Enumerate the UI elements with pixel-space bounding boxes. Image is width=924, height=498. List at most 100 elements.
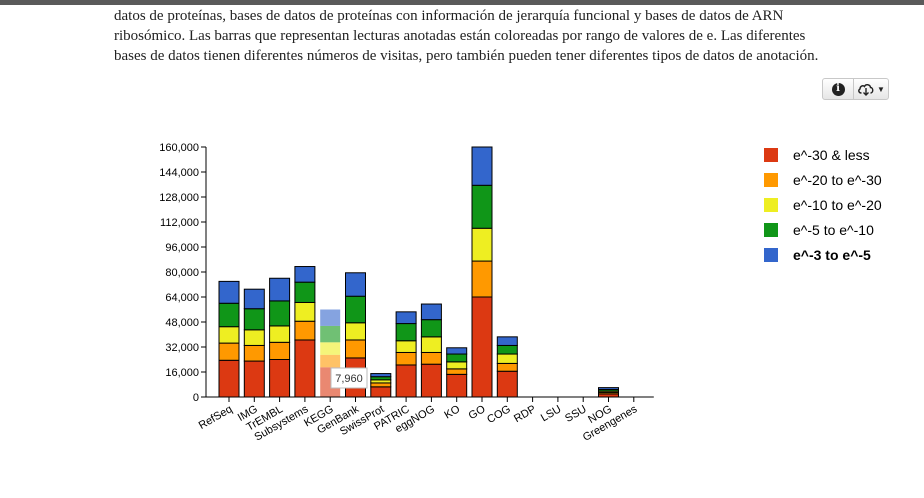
bar-segment-go-e-10-to-e-20[interactable]	[471, 227, 493, 262]
bar-segment-subsystems-e-5-to-e-10[interactable]	[294, 281, 316, 303]
bar-segment-trembl-e-30-less[interactable]	[269, 359, 291, 398]
tooltip: 7,960	[330, 367, 368, 389]
bar-segment-go-e-5-to-e-10[interactable]	[471, 184, 493, 229]
bar-group-subsystems[interactable]	[294, 266, 316, 398]
bar-segment-subsystems-e-10-to-e-20[interactable]	[294, 301, 316, 322]
bar-segment-genbank-e-5-to-e-10[interactable]	[345, 295, 366, 324]
bar-segment-ko-e-10-to-e-20[interactable]	[446, 361, 468, 370]
bar-segment-img-e-20-to-e-30[interactable]	[243, 344, 265, 362]
bar-segment-genbank-e-20-to-e-30[interactable]	[345, 339, 366, 359]
bar-group-swissprot[interactable]	[370, 373, 392, 398]
info-icon: i	[831, 82, 845, 96]
description-line-1: datos de proteínas, bases de datos de pr…	[114, 8, 784, 24]
bar-segment-img-e-3-to-e-5[interactable]	[243, 288, 265, 310]
legend-item-e-10-to-e-20[interactable]: e^-10 to e^-20	[764, 197, 882, 213]
x-tick-label-ko: KO	[442, 403, 462, 422]
bar-group-eggnog[interactable]	[420, 303, 442, 398]
bar-segment-kegg-e-10-to-e-20[interactable]	[320, 342, 341, 355]
legend-label: e^-3 to e^-5	[793, 247, 871, 263]
bar-segment-go-e-3-to-e-5[interactable]	[471, 146, 493, 186]
bar-segment-go-e-30-less[interactable]	[471, 296, 493, 398]
bar-group-go[interactable]	[471, 146, 493, 398]
bar-segment-ko-e-20-to-e-30[interactable]	[446, 368, 468, 375]
bar-group-refseq[interactable]	[218, 280, 240, 398]
description-text: datos de proteínas, bases de datos de pr…	[114, 6, 890, 66]
bar-segment-kegg-e-20-to-e-30[interactable]	[320, 354, 341, 368]
bar-segment-cog-e-5-to-e-10[interactable]	[496, 344, 518, 355]
y-tick-label: 0	[193, 392, 199, 404]
download-button[interactable]: ▼	[853, 79, 888, 99]
bar-segment-patric-e-5-to-e-10[interactable]	[395, 323, 417, 342]
bar-segment-cog-e-10-to-e-20[interactable]	[496, 353, 518, 364]
top-divider	[0, 0, 924, 5]
bar-segment-kegg-e-5-to-e-10[interactable]	[320, 325, 341, 343]
bar-group-ko[interactable]	[446, 347, 468, 398]
bar-segment-cog-e-20-to-e-30[interactable]	[496, 362, 518, 372]
bar-segment-ko-e-5-to-e-10[interactable]	[446, 353, 468, 363]
bar-segment-swissprot-e-20-to-e-30[interactable]	[370, 382, 392, 388]
bar-segment-trembl-e-3-to-e-5[interactable]	[269, 277, 291, 302]
x-axis: RefSeq IMGTrEMBLSubsystemsKEGGGenBankSwis…	[197, 396, 654, 444]
bar-segment-refseq-e-30-less[interactable]	[218, 359, 240, 398]
bar-segment-subsystems-e-20-to-e-30[interactable]	[294, 320, 316, 341]
legend-item-e-20-to-e-30[interactable]: e^-20 to e^-30	[764, 172, 882, 188]
bar-segment-img-e-10-to-e-20[interactable]	[243, 329, 265, 346]
bar-segment-nog-e-3-to-e-5[interactable]	[598, 387, 619, 390]
bar-segment-genbank-e-10-to-e-20[interactable]	[345, 322, 366, 341]
bar-segment-trembl-e-10-to-e-20[interactable]	[269, 325, 291, 343]
bar-segment-kegg-e-3-to-e-5[interactable]	[320, 309, 341, 326]
bar-segment-trembl-e-20-to-e-30[interactable]	[269, 341, 291, 360]
y-tick-label: 96,000	[165, 242, 199, 254]
bar-segment-refseq-e-3-to-e-5[interactable]	[218, 280, 240, 304]
stacked-bar-chart: 0 16,000 32,000 48,000 64,000 80,000 96,000 112…	[159, 142, 882, 444]
bar-group-cog[interactable]	[496, 336, 518, 398]
bar-segment-swissprot-e-3-to-e-5[interactable]	[370, 373, 392, 378]
tooltip-box	[330, 367, 368, 389]
bar-segment-subsystems-e-30-less[interactable]	[294, 339, 316, 398]
bar-group-trembl[interactable]	[269, 277, 291, 398]
bar-segment-eggnog-e-5-to-e-10[interactable]	[420, 319, 442, 338]
bar-segment-swissprot-e-30-less[interactable]	[370, 386, 392, 398]
y-tick-label: 48,000	[165, 317, 199, 329]
cloud-download-icon	[858, 84, 874, 96]
bar-group-patric[interactable]	[395, 311, 417, 398]
bar-group-img[interactable]	[243, 288, 265, 398]
bar-segment-eggnog-e-10-to-e-20[interactable]	[420, 336, 442, 353]
bar-segment-go-e-20-to-e-30[interactable]	[471, 260, 493, 298]
bar-segment-patric-e-20-to-e-30[interactable]	[395, 351, 417, 366]
bar-segment-refseq-e-10-to-e-20[interactable]	[218, 326, 240, 344]
info-button[interactable]: i	[823, 79, 853, 99]
bar-segment-eggnog-e-30-less[interactable]	[420, 363, 442, 398]
bar-segment-cog-e-30-less[interactable]	[496, 370, 518, 398]
legend-label: e^-10 to e^-20	[793, 197, 882, 213]
bar-group-nog[interactable]	[598, 387, 619, 398]
legend-swatch	[764, 173, 778, 187]
legend-swatch	[764, 248, 778, 262]
bar-segment-eggnog-e-3-to-e-5[interactable]	[420, 303, 442, 321]
bar-segment-eggnog-e-20-to-e-30[interactable]	[420, 351, 442, 365]
bar-segment-refseq-e-5-to-e-10[interactable]	[218, 302, 240, 328]
bar-segment-img-e-30-less[interactable]	[243, 360, 265, 398]
bar-segment-refseq-e-20-to-e-30[interactable]	[218, 342, 240, 361]
bar-segment-genbank-e-3-to-e-5[interactable]	[345, 272, 366, 297]
bar-segment-patric-e-3-to-e-5[interactable]	[395, 311, 417, 325]
legend-item-e-30-less[interactable]: e^-30 & less	[764, 147, 870, 163]
y-tick-label: 160,000	[159, 142, 199, 154]
bar-segment-trembl-e-5-to-e-10[interactable]	[269, 300, 291, 327]
y-axis: 0 16,000 32,000 48,000 64,000 80,000 96,000 112…	[159, 142, 207, 404]
bar-segment-patric-e-30-less[interactable]	[395, 364, 417, 398]
legend-item-e-5-to-e-10[interactable]: e^-5 to e^-10	[764, 222, 874, 238]
legend-swatch	[764, 223, 778, 237]
bar-segment-cog-e-3-to-e-5[interactable]	[496, 336, 518, 346]
bar-segment-ko-e-30-less[interactable]	[446, 373, 468, 398]
bar-segment-subsystems-e-3-to-e-5[interactable]	[294, 266, 316, 283]
y-tick-label: 128,000	[159, 192, 199, 204]
bar-segment-patric-e-10-to-e-20[interactable]	[395, 340, 417, 353]
bar-segment-ko-e-3-to-e-5[interactable]	[446, 347, 468, 355]
legend-item-e-3-to-e-5[interactable]: e^-3 to e^-5	[764, 247, 871, 263]
x-tick-label-cog: COG	[485, 403, 513, 426]
x-tick-label-go: GO	[467, 403, 488, 422]
x-tick-label-rdp: RDP	[512, 403, 538, 425]
chart-toolbar: i ▼	[822, 78, 889, 100]
bar-segment-img-e-5-to-e-10[interactable]	[243, 308, 265, 331]
